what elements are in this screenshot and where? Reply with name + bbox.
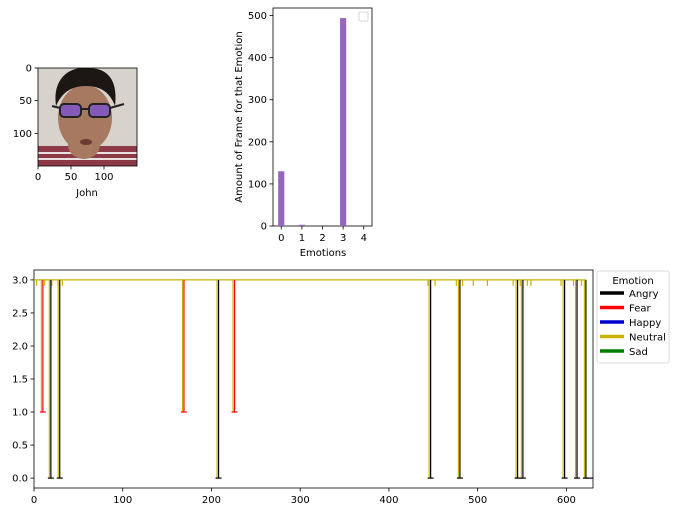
legend-label: Fear <box>629 304 651 315</box>
line-y-tick-label: 2.5 <box>12 308 28 319</box>
line-x-tick-label: 600 <box>557 495 576 506</box>
emotion-legend: Emotion Angry Fear Happy Neutral Sad <box>596 270 670 364</box>
bar-y-tick-label: 300 <box>248 95 267 106</box>
bar-plot-frame <box>272 7 373 227</box>
bar-x-tick-label: 2 <box>319 233 325 244</box>
bar-y-tick-label: 400 <box>248 53 267 64</box>
line-x-tick-label: 0 <box>31 495 37 506</box>
legend-label: Sad <box>629 347 648 358</box>
image-x-tick-label: 100 <box>94 172 113 183</box>
image-x-tick-label: 0 <box>35 172 41 183</box>
bar <box>340 18 347 226</box>
bar-x-tick-label: 4 <box>361 233 367 244</box>
image-axes: 0 50 100 0 50 100 <box>13 64 114 184</box>
bar-xlabel: Emotions <box>300 248 347 259</box>
image-xlabel: John <box>75 188 98 199</box>
bar-marks <box>278 18 347 226</box>
line-y-tick-label: 1.0 <box>12 408 28 419</box>
bar-y-tick-label: 500 <box>248 11 267 22</box>
image-glasses <box>51 103 125 118</box>
line-x-tick-label: 400 <box>379 495 398 506</box>
image-mouth <box>80 139 92 145</box>
legend-label: Happy <box>629 318 661 329</box>
bar-x-tick-label: 3 <box>340 233 346 244</box>
face-image-panel: 0 50 100 0 50 100 John <box>13 64 138 199</box>
line-y-tick-label: 3.0 <box>12 275 28 286</box>
line-y-tick-label: 2.0 <box>12 341 28 352</box>
empty-legend-box <box>358 11 369 22</box>
legend-label: Angry <box>629 289 659 300</box>
image-shirt-stripe <box>38 158 137 160</box>
line-plot-frame <box>33 269 594 489</box>
line-y-tick-label: 1.5 <box>12 375 28 386</box>
image-hair <box>55 68 116 106</box>
emotion-timeline-chart: 0 100 200 300 400 500 600 0.0 0.5 1.0 1.5 2.0 2.5 3.0… <box>12 269 670 506</box>
face-image <box>37 67 138 167</box>
line-y-tick-label: 0.5 <box>12 441 28 452</box>
bar-axes: 0 1 2 3 4 0 100 200 300 400 500 <box>248 11 367 244</box>
bar <box>298 224 305 226</box>
bar-ylabel: Amount of Frame for that Emotion <box>234 31 245 202</box>
legend-title: Emotion <box>612 276 653 287</box>
bar-y-tick-label: 100 <box>248 179 267 190</box>
legend-label: Neutral <box>629 333 666 344</box>
emotion-count-bar-chart: 0 1 2 3 4 0 100 200 300 400 500 Emotions Amount of… <box>234 7 373 259</box>
line-y-tick-label: 0.0 <box>12 474 28 485</box>
line-x-tick-label: 300 <box>291 495 310 506</box>
bar-x-tick-label: 1 <box>299 233 305 244</box>
bar-y-tick-label: 200 <box>248 137 267 148</box>
image-y-tick-label: 50 <box>19 96 32 107</box>
line-x-tick-label: 100 <box>113 495 132 506</box>
line-marks <box>34 279 593 479</box>
bar-x-tick-label: 0 <box>278 233 284 244</box>
image-x-tick-label: 50 <box>65 172 78 183</box>
image-y-tick-label: 100 <box>13 129 32 140</box>
line-axes: 0 100 200 300 400 500 600 0.0 0.5 1.0 1.5 2.0 2.5 3.0 <box>12 275 576 506</box>
line-x-tick-label: 200 <box>202 495 221 506</box>
image-face <box>58 85 112 151</box>
line-x-tick-label: 500 <box>468 495 487 506</box>
bar-y-tick-label: 0 <box>261 222 267 233</box>
image-y-tick-label: 0 <box>26 64 32 75</box>
bar <box>278 171 285 226</box>
